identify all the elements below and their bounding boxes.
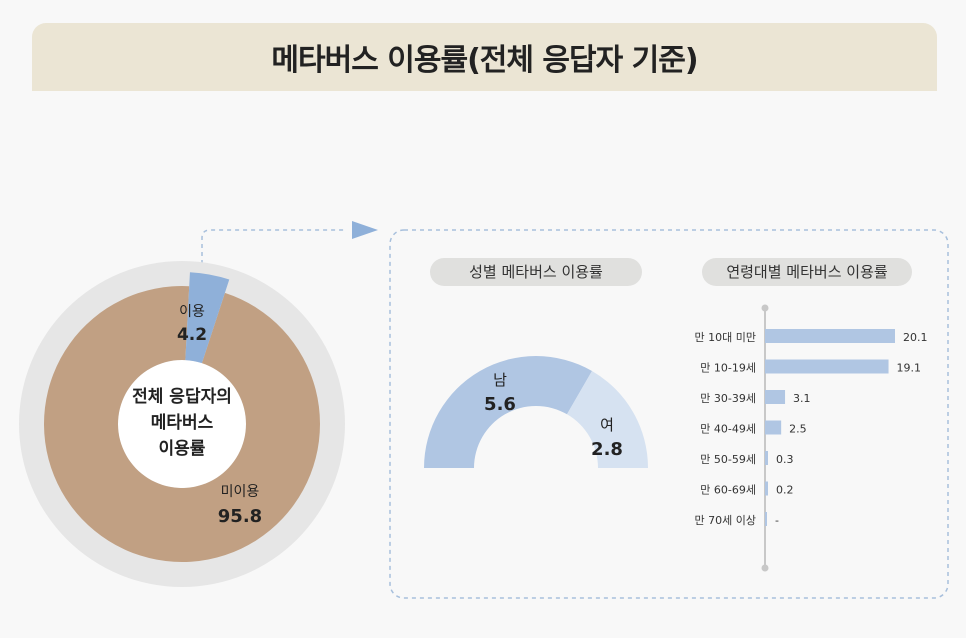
donut-center-line3: 이용률	[159, 439, 206, 459]
age-tick-label: 만 60-69세	[700, 484, 756, 497]
age-value-label: 0.3	[776, 453, 794, 466]
age-title: 연령대별 메타버스 이용률	[726, 263, 888, 281]
gender-half-donut	[424, 356, 648, 468]
age-title-pill	[702, 258, 912, 286]
donut-label-nonuse: 미이용	[221, 484, 260, 500]
connector-arrow-icon	[352, 221, 378, 239]
donut-center-line1: 전체 응답자의	[132, 387, 232, 407]
donut-value-nonuse: 95.8	[218, 506, 262, 527]
age-value-label: 0.2	[776, 484, 794, 497]
connector-line	[201, 229, 346, 272]
donut-center-line2: 메타버스	[151, 413, 214, 433]
age-bar	[765, 451, 768, 465]
age-value-label: 3.1	[793, 392, 811, 405]
donut-label-use: 이용	[179, 304, 205, 320]
gender-slice-female	[567, 371, 648, 468]
gender-slice-male	[424, 356, 592, 468]
donut-chart	[19, 261, 345, 587]
age-bar	[765, 359, 889, 374]
age-bar	[765, 481, 768, 496]
donut-center-hole	[118, 360, 246, 488]
donut-slice-use	[185, 272, 230, 364]
donut-slice-nonuse	[43, 285, 320, 562]
age-value-label: 2.5	[789, 423, 807, 436]
gender-value-male: 5.6	[484, 394, 516, 415]
page-title: 메타버스 이용률(전체 응답자 기준)	[271, 43, 698, 78]
age-axis-cap-bottom	[761, 564, 769, 572]
age-value-label: 20.1	[903, 331, 928, 344]
age-axis-cap-top	[761, 304, 769, 312]
age-value-label: 19.1	[897, 362, 922, 375]
gender-label-female: 여	[600, 416, 614, 434]
age-bar	[765, 329, 895, 343]
donut-value-use: 4.2	[177, 325, 207, 345]
gender-label-male: 남	[493, 371, 507, 389]
age-tick-label: 만 10대 미만	[695, 331, 756, 344]
age-tick-label: 만 10-19세	[700, 362, 756, 375]
age-bar	[765, 390, 786, 404]
age-bar	[765, 420, 782, 435]
gender-value-female: 2.8	[591, 439, 623, 460]
age-tick-label: 만 50-59세	[700, 453, 756, 466]
gender-title: 성별 메타버스 이용률	[469, 263, 603, 281]
gender-title-pill	[430, 258, 642, 286]
title-banner: 메타버스 이용률(전체 응답자 기준)	[32, 23, 937, 91]
age-tick-label: 만 30-39세	[700, 392, 756, 405]
detail-panel	[389, 229, 949, 599]
age-tick-label: 만 40-49세	[700, 423, 756, 436]
age-tick-label: 만 70세 이상	[695, 514, 756, 527]
age-bar	[765, 512, 767, 526]
age-value-label: -	[775, 514, 779, 527]
age-bar-chart: 만 10대 미만 20.1 만 10-19세 19.1 만 30-39세 3.1 만 40-…	[695, 329, 928, 527]
